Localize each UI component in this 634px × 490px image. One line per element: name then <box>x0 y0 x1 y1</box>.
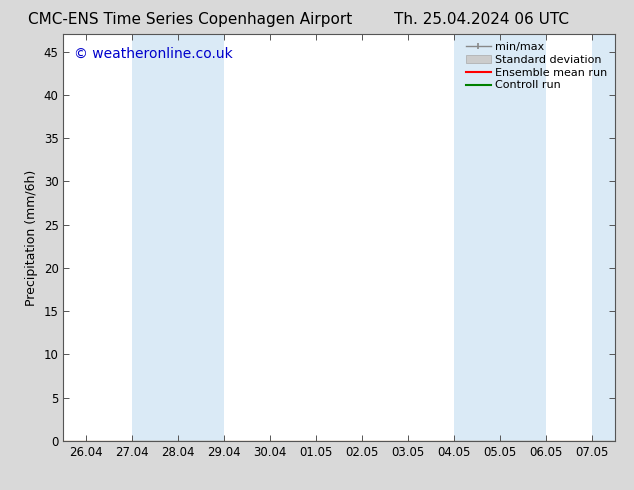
Y-axis label: Precipitation (mm/6h): Precipitation (mm/6h) <box>25 170 38 306</box>
Text: CMC-ENS Time Series Copenhagen Airport: CMC-ENS Time Series Copenhagen Airport <box>28 12 353 27</box>
Legend: min/max, Standard deviation, Ensemble mean run, Controll run: min/max, Standard deviation, Ensemble me… <box>464 40 609 93</box>
Bar <box>592 34 615 441</box>
Bar <box>454 34 546 441</box>
Text: © weatheronline.co.uk: © weatheronline.co.uk <box>74 47 233 60</box>
Bar <box>133 34 224 441</box>
Text: Th. 25.04.2024 06 UTC: Th. 25.04.2024 06 UTC <box>394 12 569 27</box>
